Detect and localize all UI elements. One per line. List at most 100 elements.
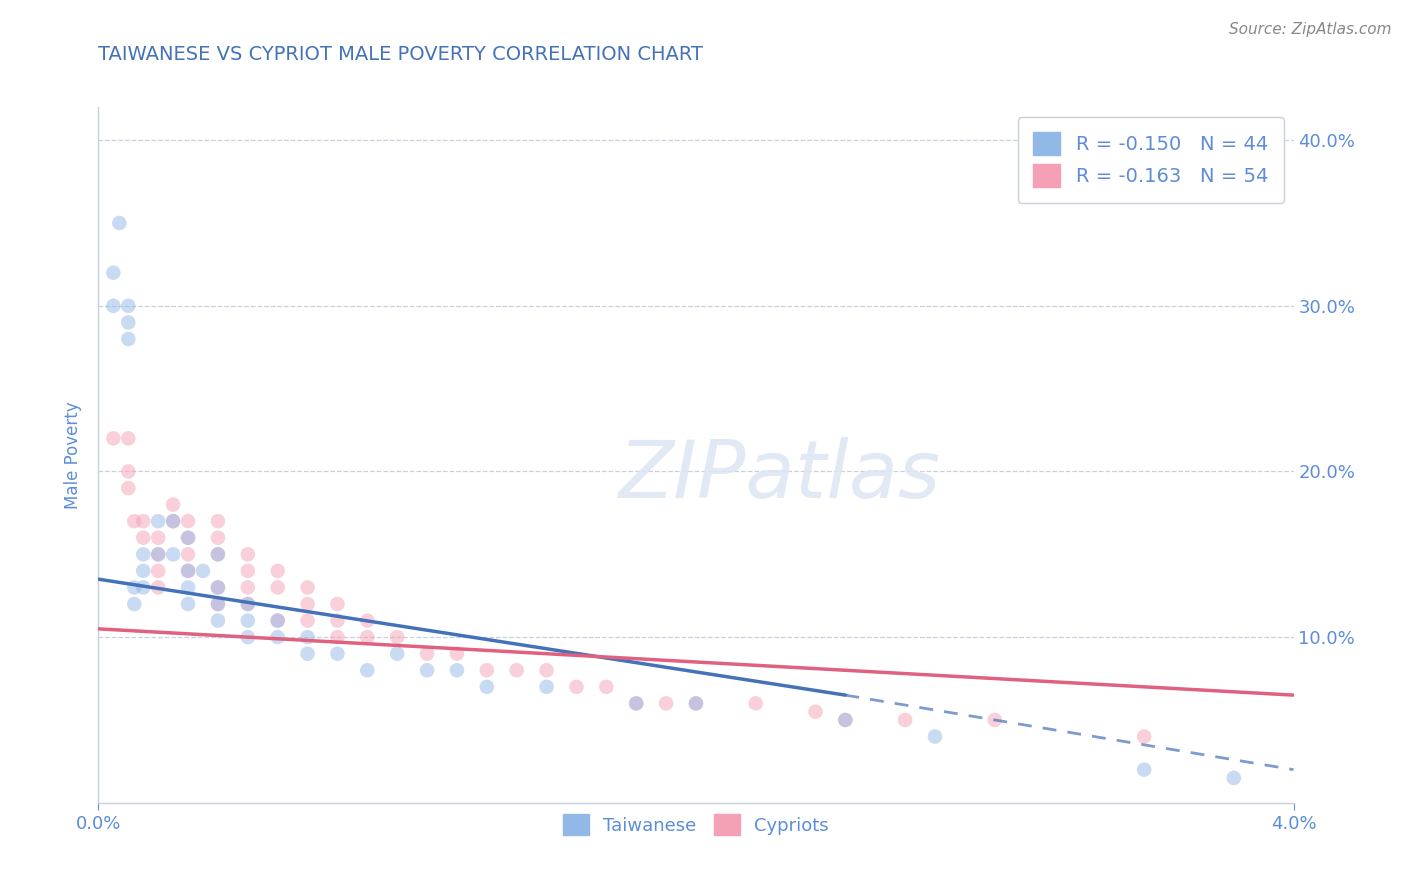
- Point: [162, 514, 184, 528]
- Point: [148, 581, 170, 595]
- Point: [236, 597, 259, 611]
- Point: [103, 266, 125, 280]
- Point: [207, 597, 229, 611]
- Point: [177, 581, 200, 595]
- Point: [236, 581, 259, 595]
- Point: [834, 713, 856, 727]
- Point: [326, 630, 349, 644]
- Point: [117, 332, 139, 346]
- Point: [207, 514, 229, 528]
- Point: [207, 531, 229, 545]
- Point: [1223, 771, 1246, 785]
- Point: [177, 547, 200, 561]
- Point: [117, 465, 139, 479]
- Point: [132, 564, 155, 578]
- Point: [297, 581, 319, 595]
- Point: [475, 680, 498, 694]
- Point: [124, 597, 146, 611]
- Legend: Taiwanese, Cypriots: Taiwanese, Cypriots: [555, 807, 837, 842]
- Point: [297, 614, 319, 628]
- Point: [124, 581, 146, 595]
- Point: [117, 481, 139, 495]
- Point: [207, 614, 229, 628]
- Text: ZIPatlas: ZIPatlas: [619, 437, 941, 515]
- Point: [236, 597, 259, 611]
- Point: [267, 630, 290, 644]
- Point: [148, 514, 170, 528]
- Point: [108, 216, 131, 230]
- Point: [191, 564, 214, 578]
- Point: [626, 697, 648, 711]
- Point: [356, 663, 378, 677]
- Point: [1133, 730, 1156, 744]
- Point: [148, 564, 170, 578]
- Point: [236, 614, 259, 628]
- Point: [207, 547, 229, 561]
- Point: [326, 597, 349, 611]
- Point: [236, 547, 259, 561]
- Point: [177, 514, 200, 528]
- Point: [475, 663, 498, 677]
- Point: [356, 630, 378, 644]
- Point: [297, 597, 319, 611]
- Point: [177, 564, 200, 578]
- Y-axis label: Male Poverty: Male Poverty: [65, 401, 83, 508]
- Point: [117, 299, 139, 313]
- Point: [506, 663, 529, 677]
- Point: [207, 547, 229, 561]
- Point: [565, 680, 588, 694]
- Point: [385, 630, 409, 644]
- Point: [536, 663, 558, 677]
- Point: [148, 547, 170, 561]
- Point: [326, 614, 349, 628]
- Point: [446, 663, 468, 677]
- Point: [685, 697, 707, 711]
- Text: Source: ZipAtlas.com: Source: ZipAtlas.com: [1229, 22, 1392, 37]
- Point: [834, 713, 856, 727]
- Point: [162, 547, 184, 561]
- Point: [207, 597, 229, 611]
- Point: [804, 705, 827, 719]
- Point: [267, 614, 290, 628]
- Point: [103, 431, 125, 445]
- Point: [148, 531, 170, 545]
- Point: [117, 431, 139, 445]
- Point: [177, 564, 200, 578]
- Point: [326, 647, 349, 661]
- Point: [177, 531, 200, 545]
- Point: [177, 597, 200, 611]
- Point: [745, 697, 768, 711]
- Point: [416, 647, 439, 661]
- Point: [685, 697, 707, 711]
- Point: [894, 713, 917, 727]
- Point: [655, 697, 678, 711]
- Point: [595, 680, 617, 694]
- Point: [416, 663, 439, 677]
- Point: [162, 498, 184, 512]
- Point: [103, 299, 125, 313]
- Point: [132, 514, 155, 528]
- Point: [356, 614, 378, 628]
- Point: [267, 581, 290, 595]
- Point: [236, 564, 259, 578]
- Point: [297, 630, 319, 644]
- Point: [117, 315, 139, 329]
- Point: [626, 697, 648, 711]
- Point: [124, 514, 146, 528]
- Point: [267, 614, 290, 628]
- Point: [207, 581, 229, 595]
- Point: [1133, 763, 1156, 777]
- Point: [132, 531, 155, 545]
- Point: [132, 581, 155, 595]
- Point: [236, 630, 259, 644]
- Point: [148, 547, 170, 561]
- Point: [924, 730, 946, 744]
- Point: [536, 680, 558, 694]
- Point: [446, 647, 468, 661]
- Point: [297, 647, 319, 661]
- Point: [984, 713, 1007, 727]
- Point: [162, 514, 184, 528]
- Point: [385, 647, 409, 661]
- Point: [177, 531, 200, 545]
- Point: [267, 564, 290, 578]
